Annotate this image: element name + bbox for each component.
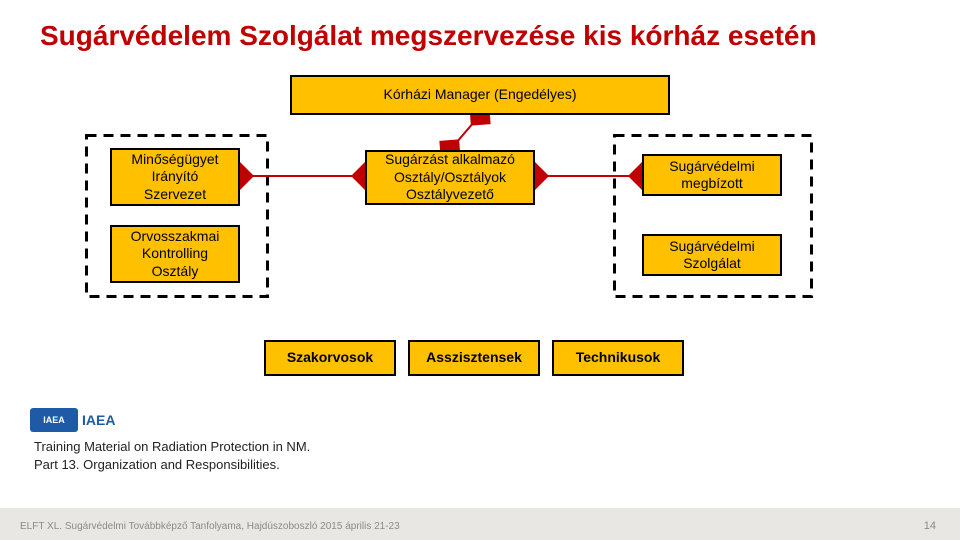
- node-label: OrvosszakmaiKontrollingOsztály: [131, 228, 220, 281]
- node-szakorvosok: Szakorvosok: [264, 340, 396, 376]
- node-sugarzast: Sugárzást alkalmazóOsztály/OsztályokOszt…: [365, 150, 535, 205]
- node-szolgalat: SugárvédelmiSzolgálat: [642, 234, 782, 276]
- node-label: Kórházi Manager (Engedélyes): [384, 86, 577, 104]
- page-number: 14: [924, 520, 936, 532]
- node-label: SugárvédelmiSzolgálat: [669, 238, 755, 273]
- slide: Sugárvédelem Szolgálat megszervezése kis…: [0, 0, 960, 540]
- caption: Training Material on Radiation Protectio…: [34, 438, 310, 473]
- node-manager: Kórházi Manager (Engedélyes): [290, 75, 670, 115]
- node-technikusok: Technikusok: [552, 340, 684, 376]
- node-label: Asszisztensek: [426, 349, 522, 367]
- node-label: Szakorvosok: [287, 349, 373, 367]
- node-label: MinőségügyetIrányítóSzervezet: [131, 151, 218, 204]
- iaea-logo-text: IAEA: [43, 415, 65, 425]
- node-label: Sugárvédelmimegbízott: [669, 158, 755, 193]
- iaea-logo-block: IAEA IAEA: [30, 408, 115, 432]
- node-quality: MinőségügyetIrányítóSzervezet: [110, 148, 240, 206]
- footer-text: ELFT XL. Sugárvédelmi Továbbképző Tanfol…: [20, 521, 400, 532]
- caption-line2: Part 13. Organization and Responsibiliti…: [34, 456, 310, 474]
- iaea-label: IAEA: [82, 412, 115, 428]
- caption-line1: Training Material on Radiation Protectio…: [34, 438, 310, 456]
- slide-title: Sugárvédelem Szolgálat megszervezése kis…: [40, 20, 817, 52]
- node-label: Sugárzást alkalmazóOsztály/OsztályokOszt…: [385, 151, 515, 204]
- node-megbizott: Sugárvédelmimegbízott: [642, 154, 782, 196]
- node-orvos: OrvosszakmaiKontrollingOsztály: [110, 225, 240, 283]
- node-label: Technikusok: [576, 349, 661, 367]
- node-asszisztensek: Asszisztensek: [408, 340, 540, 376]
- iaea-logo-icon: IAEA: [30, 408, 78, 432]
